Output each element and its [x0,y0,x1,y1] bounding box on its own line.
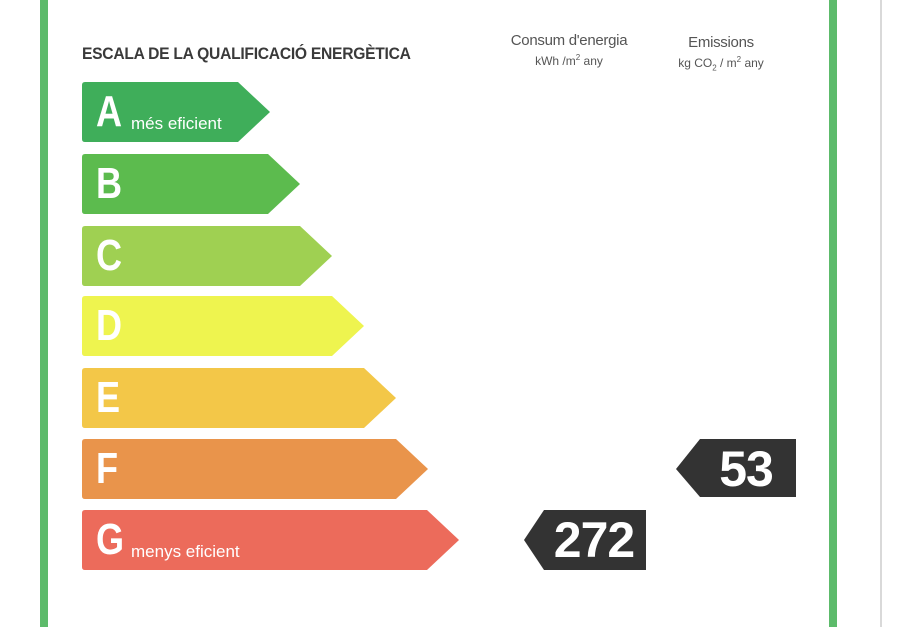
band-letter: C [96,231,123,280]
band-caption: menys eficient [131,542,240,561]
band-b: B [82,154,300,214]
page-edge [880,0,882,627]
band-e: E [82,368,396,428]
frame-left-border [40,0,48,627]
band-a-shape [82,82,270,142]
frame-right-border [829,0,837,627]
page-title: ESCALA DE LA QUALIFICACIÓ ENERGÈTICA [82,44,411,63]
band-caption: més eficient [131,114,222,133]
emissions-marker-shape [676,439,796,497]
band-b-shape [82,154,300,214]
band-d: D [82,296,364,356]
emissions-column-header: Emissions kg CO2 / m2 any [660,34,782,72]
energy-rating-value: 272 [553,512,635,568]
emissions-column-unit: kg CO2 / m2 any [678,55,764,73]
energy-column-header: Consum d'energia kWh /m2 any [500,32,638,68]
band-c-shape [82,226,332,286]
band-f-shape [82,439,428,499]
band-g-shape [82,510,459,570]
emissions-rating-value: 53 [719,441,774,497]
energy-rating-marker: 272 [524,510,646,570]
energy-marker-shape [524,510,646,570]
band-letter: B [96,159,123,208]
band-letter: D [96,301,123,350]
band-c: C [82,226,332,286]
emissions-column-label: Emissions [688,34,754,51]
emissions-rating-marker: 53 [676,439,798,499]
energy-column-unit: kWh /m2 any [535,53,603,68]
band-letter: G [96,515,125,564]
energy-column-label: Consum d'energia [510,32,628,49]
band-e-shape [82,368,396,428]
band-letter: A [96,87,123,136]
band-d-shape [82,296,364,356]
band-letter: E [96,373,121,422]
band-letter: F [96,444,119,493]
band-f: F [82,439,428,499]
